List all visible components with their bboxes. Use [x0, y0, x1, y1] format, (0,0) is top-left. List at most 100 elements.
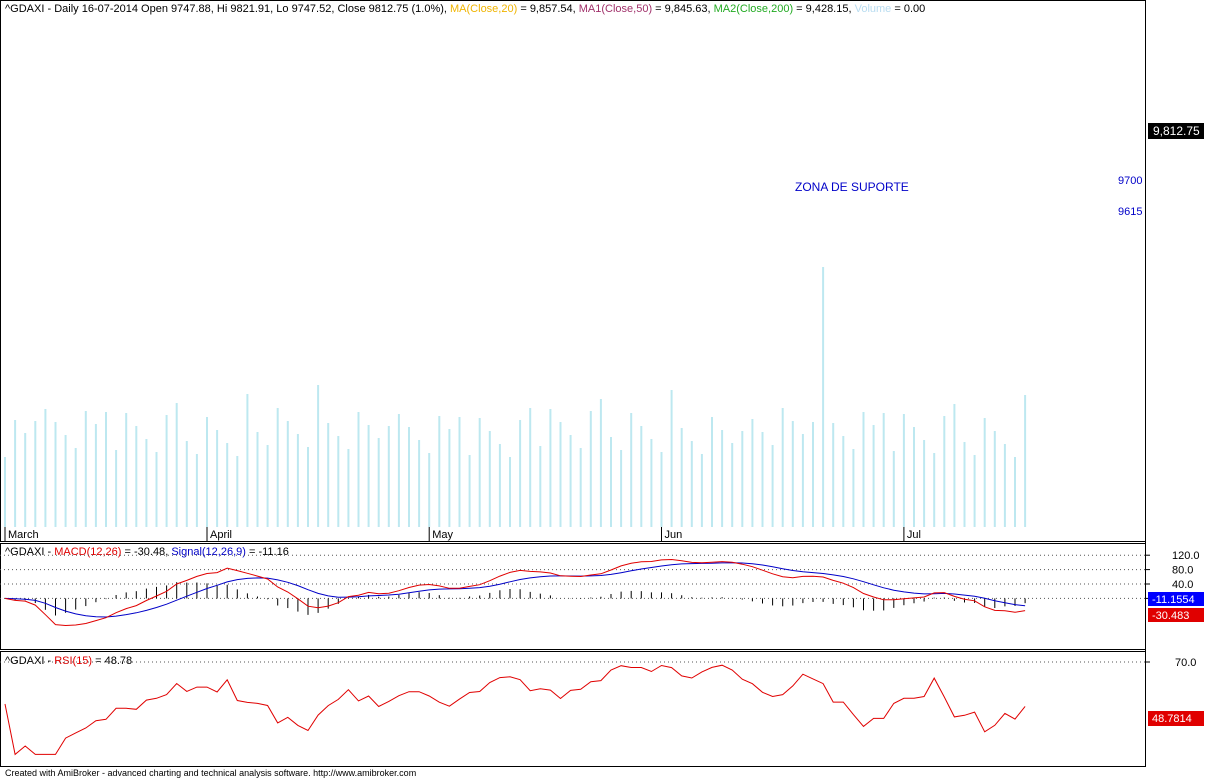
volume-bar — [579, 448, 582, 527]
volume-bar — [408, 427, 410, 527]
volume-bar — [206, 417, 208, 527]
volume-bar — [266, 445, 269, 527]
last-macd-value: -30.483 — [1152, 610, 1189, 622]
volume-bar — [751, 419, 754, 527]
support-zone-label: ZONA DE SUPORTE — [795, 180, 909, 194]
last-rsi-value: 48.7814 — [1152, 713, 1192, 725]
ma20-value: 9,857.54 — [529, 3, 573, 15]
volume-bar — [24, 433, 27, 527]
volume-bar — [165, 415, 168, 527]
volume-bar — [892, 451, 895, 527]
ma50-value: 9,845.63 — [664, 3, 708, 15]
volume-bar — [680, 428, 683, 527]
macd-tick-label: 80.0 — [1172, 565, 1193, 577]
volume-bar — [519, 420, 522, 527]
volume-bar — [569, 435, 572, 527]
volume-bar — [741, 431, 744, 527]
volume-bar — [953, 404, 956, 527]
volume-bar — [185, 441, 188, 527]
macd-tick-label: 120.0 — [1172, 550, 1200, 562]
ma50-label: MA1(Close,50) — [578, 3, 653, 15]
volume-bar — [367, 425, 370, 527]
rsi-pane-border — [0, 651, 1146, 767]
volume-bar — [317, 385, 320, 527]
volume-bar — [488, 431, 491, 527]
ma200-label: MA2(Close,200) — [713, 3, 794, 15]
volume-bar — [640, 426, 643, 527]
volume-bar — [872, 425, 875, 527]
volume-bar — [812, 422, 814, 527]
volume-bar — [286, 421, 289, 527]
volume-bar — [14, 420, 17, 527]
volume-bar — [74, 448, 77, 527]
volume-bar — [1014, 457, 1016, 527]
volume-bar — [337, 436, 340, 527]
volume-bar — [34, 421, 37, 527]
volume-bar — [983, 418, 986, 527]
volume-bar — [115, 450, 118, 527]
macd-tick-label: 40.0 — [1172, 579, 1193, 591]
volume-value: 0.00 — [903, 3, 926, 15]
volume-bar — [529, 408, 532, 527]
month-label: May — [432, 529, 453, 541]
period: Daily — [54, 3, 79, 15]
macd-value: -30.48 — [133, 546, 166, 558]
signal-value: -11.16 — [258, 546, 289, 558]
volume-bar — [296, 434, 299, 527]
volume-bar — [397, 414, 400, 527]
month-label: Jun — [665, 529, 683, 541]
close-label: Close — [337, 3, 366, 15]
last-rsi-box — [1148, 711, 1204, 726]
volume-bar — [852, 449, 855, 527]
price-header: ^GDAXI - Daily 16-07-2014 Open 9747.88, … — [5, 3, 926, 15]
volume-bar — [1024, 395, 1027, 527]
open-value: 9747.88 — [171, 3, 211, 15]
volume-bar — [842, 436, 845, 527]
volume-bar — [377, 438, 380, 527]
volume-bar — [428, 453, 431, 527]
last-signal-value: -11.1554 — [1152, 594, 1195, 606]
volume-bar — [791, 421, 794, 527]
volume-bar — [216, 430, 219, 527]
volume-bar — [913, 427, 915, 527]
volume-bar — [549, 409, 552, 527]
volume-bar — [54, 422, 57, 527]
volume-bar — [256, 432, 259, 527]
volume-bar — [418, 440, 421, 527]
volume-bar — [670, 390, 673, 527]
volume-bar — [175, 403, 178, 527]
volume-bar — [155, 452, 158, 527]
month-label: Jul — [907, 529, 921, 541]
volume-bar — [64, 435, 67, 527]
volume-bar — [599, 399, 602, 527]
volume-bar — [721, 430, 724, 527]
volume-bar — [125, 413, 128, 527]
volume-bar — [700, 454, 703, 527]
volume-bar — [862, 412, 865, 527]
volume-bar — [4, 457, 6, 527]
volume-bar — [650, 439, 653, 527]
high-label: Hi — [216, 3, 228, 15]
volume-bar — [509, 457, 511, 527]
volume-bar — [468, 455, 471, 527]
volume-bar — [246, 394, 249, 527]
volume-label: Volume — [854, 3, 892, 15]
volume-bar — [993, 431, 996, 527]
rsi-header: ^GDAXI - RSI(15) = 48.78 — [5, 655, 133, 667]
volume-bar — [438, 416, 441, 527]
close-value: 9812.75 — [368, 3, 409, 15]
volume-bar — [327, 423, 330, 527]
rsi-line — [4, 664, 1026, 756]
open-label: Open — [141, 3, 168, 15]
volume-bar — [822, 267, 825, 527]
volume-bar — [963, 442, 966, 527]
month-label: March — [8, 529, 39, 541]
volume-bar — [933, 453, 936, 527]
volume-bar — [923, 440, 926, 527]
volume-bar — [276, 408, 279, 527]
date: 16-07-2014 — [81, 3, 138, 15]
footer-credit: Created with AmiBroker - advanced charti… — [5, 768, 417, 778]
volume-bar — [660, 452, 663, 527]
high-value: 9821.91 — [230, 3, 271, 15]
macd-line — [4, 558, 1026, 627]
